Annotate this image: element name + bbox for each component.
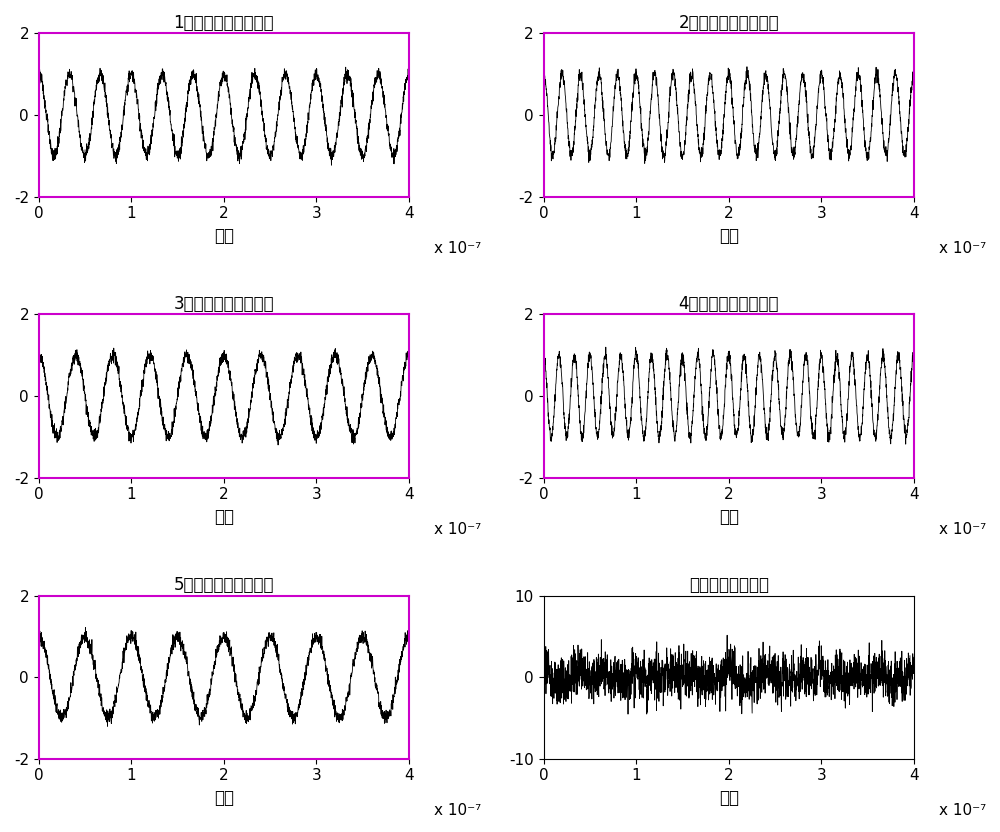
X-axis label: 时间: 时间 bbox=[719, 508, 739, 526]
Title: 接收机收到的信号: 接收机收到的信号 bbox=[689, 576, 769, 594]
X-axis label: 时间: 时间 bbox=[214, 789, 234, 807]
Title: 4号发射机发射的信号: 4号发射机发射的信号 bbox=[678, 295, 779, 313]
X-axis label: 时间: 时间 bbox=[214, 508, 234, 526]
X-axis label: 时间: 时间 bbox=[719, 789, 739, 807]
Title: 3号发射机发射的信号: 3号发射机发射的信号 bbox=[174, 295, 274, 313]
X-axis label: 时间: 时间 bbox=[719, 227, 739, 245]
Text: x 10⁻⁷: x 10⁻⁷ bbox=[434, 522, 481, 537]
X-axis label: 时间: 时间 bbox=[214, 227, 234, 245]
Title: 1号发射机发射的信号: 1号发射机发射的信号 bbox=[174, 14, 274, 32]
Text: x 10⁻⁷: x 10⁻⁷ bbox=[434, 241, 481, 256]
Text: x 10⁻⁷: x 10⁻⁷ bbox=[939, 241, 986, 256]
Title: 5号发射机发射的信号: 5号发射机发射的信号 bbox=[174, 576, 274, 594]
Title: 2号发射机发射的信号: 2号发射机发射的信号 bbox=[678, 14, 779, 32]
Text: x 10⁻⁷: x 10⁻⁷ bbox=[939, 522, 986, 537]
Text: x 10⁻⁷: x 10⁻⁷ bbox=[939, 803, 986, 818]
Text: x 10⁻⁷: x 10⁻⁷ bbox=[434, 803, 481, 818]
